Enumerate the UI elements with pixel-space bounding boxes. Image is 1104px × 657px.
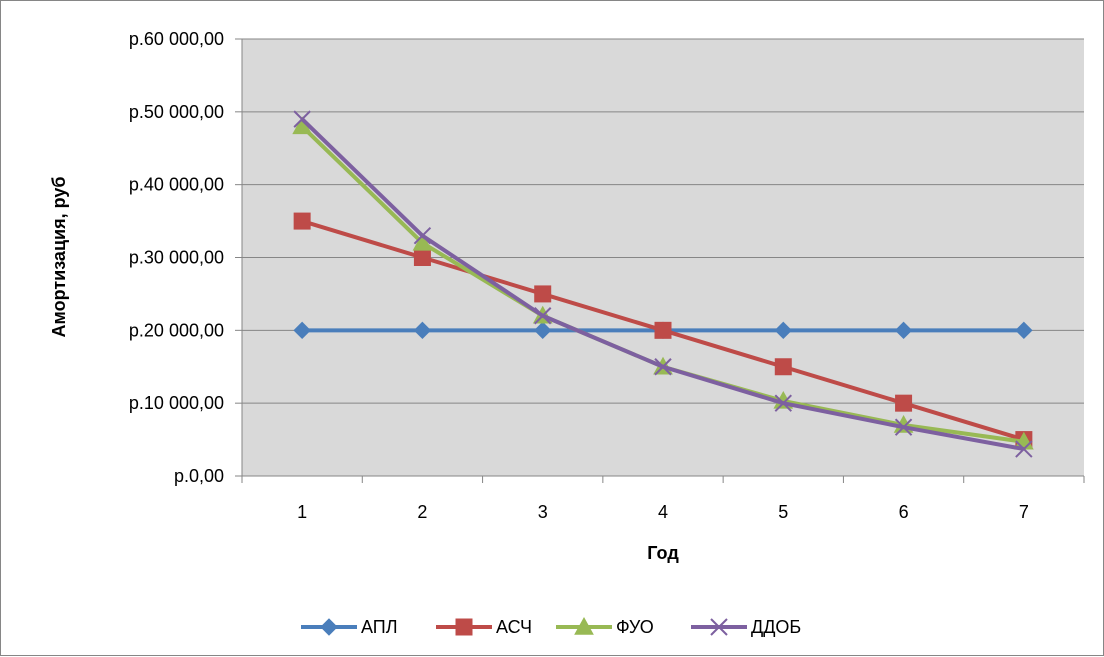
legend-marker xyxy=(710,618,728,636)
series-2 xyxy=(293,212,1033,449)
x-tick-label: 5 xyxy=(778,502,788,522)
data-point xyxy=(534,321,552,340)
legend-marker xyxy=(455,618,473,636)
marker-stroke xyxy=(654,358,672,376)
data-point xyxy=(413,226,432,245)
x-tick-label: 2 xyxy=(417,502,427,522)
data-point xyxy=(894,321,913,340)
y-tick-label: р.20 000,00 xyxy=(129,320,224,340)
data-point xyxy=(894,418,913,436)
x-tick-label: 7 xyxy=(1019,502,1029,522)
x-tick-label: 3 xyxy=(538,502,548,522)
data-point xyxy=(774,358,792,376)
marker-stroke xyxy=(293,110,311,128)
legend-item: ДДОБ xyxy=(691,617,801,637)
marker-stroke xyxy=(774,394,792,412)
data-point xyxy=(1015,440,1033,458)
data-point xyxy=(654,358,672,376)
legend-label: ФУО xyxy=(616,617,654,637)
x-tick-label: 4 xyxy=(658,502,668,522)
y-tick-label: р.40 000,00 xyxy=(129,175,224,195)
legend-item: ФУО xyxy=(556,616,654,637)
data-point xyxy=(413,321,432,340)
y-tick-label: р.0,00 xyxy=(174,466,224,486)
axes: р.0,00 р.10 000,00 р.20 000,00 р.30 000,00 р… xyxy=(129,29,1085,522)
legend-marker xyxy=(574,616,594,635)
x-tick-label: 6 xyxy=(899,502,909,522)
marker-stroke xyxy=(1015,440,1033,458)
data-point xyxy=(534,285,552,303)
y-tick-label: р.60 000,00 xyxy=(129,29,224,49)
data-point xyxy=(293,321,311,340)
data-point xyxy=(774,321,792,340)
y-axis-title: Амортизация, руб xyxy=(49,177,69,338)
marker-stroke xyxy=(894,418,913,436)
data-point xyxy=(413,249,431,266)
y-tick-label: р.30 000,00 xyxy=(129,248,224,268)
marker-stroke xyxy=(710,618,728,636)
x-axis-title: Год xyxy=(647,543,679,563)
data-point xyxy=(654,321,672,339)
marker-stroke xyxy=(534,307,552,325)
series-4 xyxy=(293,110,1033,458)
marker-stroke xyxy=(413,226,432,245)
legend-item: АПЛ xyxy=(301,617,398,637)
data-point xyxy=(293,110,311,128)
legend-label: АСЧ xyxy=(496,617,532,637)
series-lines xyxy=(292,110,1034,458)
data-point xyxy=(534,307,552,325)
data-point xyxy=(895,394,913,412)
legend-marker xyxy=(320,618,338,636)
x-tick-label: 1 xyxy=(297,502,307,522)
legend-item: АСЧ xyxy=(436,617,532,637)
y-tick-label: р.10 000,00 xyxy=(129,393,224,413)
data-point xyxy=(412,232,433,251)
data-point xyxy=(293,212,311,230)
data-point xyxy=(774,394,792,412)
y-tick-label: р.50 000,00 xyxy=(129,102,224,122)
legend-label: АПЛ xyxy=(361,617,398,637)
legend: АПЛ АСЧ ФУО ДДОБ xyxy=(301,616,801,637)
data-point xyxy=(1015,321,1033,340)
legend-label: ДДОБ xyxy=(751,617,801,637)
